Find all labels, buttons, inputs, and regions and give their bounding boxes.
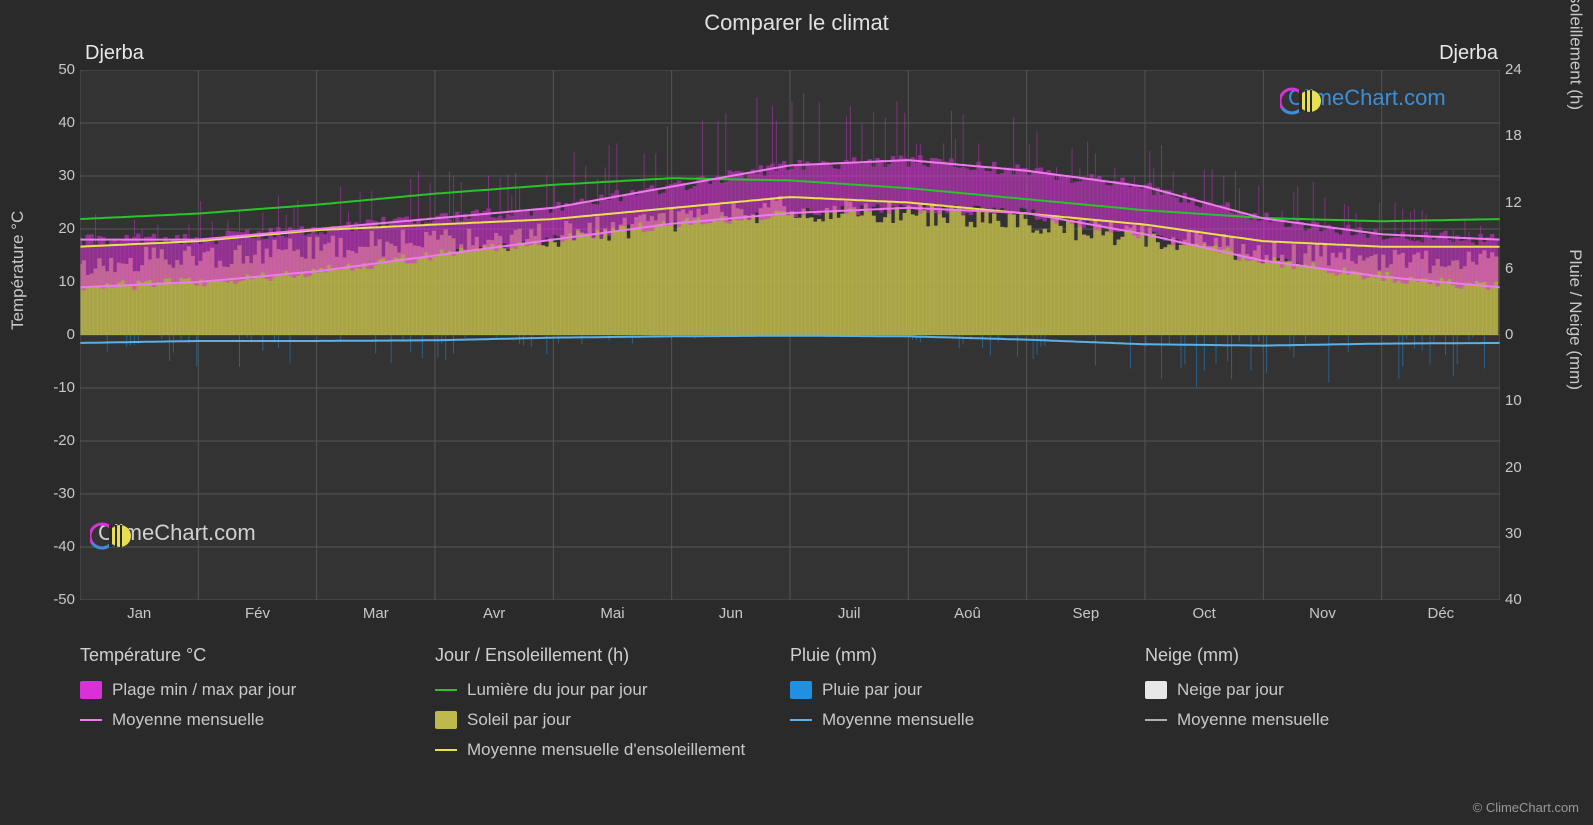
logo-icon [1280, 85, 1324, 117]
legend-rain-mean: Moyenne mensuelle [790, 710, 1145, 730]
legend-rain-day: Pluie par jour [790, 680, 1145, 700]
legend-snow-mean: Moyenne mensuelle [1145, 710, 1500, 730]
swatch-blue [790, 681, 812, 699]
line-magenta [80, 719, 102, 721]
chart-svg [80, 70, 1500, 600]
legend-snow-day: Neige par jour [1145, 680, 1500, 700]
legend-snow: Neige (mm) Neige par jour Moyenne mensue… [1145, 645, 1500, 770]
y-axis-right-bottom-label: Pluie / Neige (mm) [1565, 249, 1585, 390]
legend-rain-head: Pluie (mm) [790, 645, 1145, 666]
legend-temp: Température °C Plage min / max par jour … [80, 645, 435, 770]
watermark-bottom: ClimeChart.com [90, 520, 256, 546]
legend-day-sun: Soleil par jour [435, 710, 790, 730]
legend-snow-head: Neige (mm) [1145, 645, 1500, 666]
chart-title: Comparer le climat [0, 0, 1593, 36]
legend-day: Jour / Ensoleillement (h) Lumière du jou… [435, 645, 790, 770]
plot-area [80, 70, 1500, 600]
climate-chart: Comparer le climat Djerba Djerba Tempéra… [0, 0, 1593, 825]
logo-icon [90, 520, 134, 552]
y-axis-right-top-label: Jour / Ensoleillement (h) [1565, 0, 1585, 110]
line-green [435, 689, 457, 691]
copyright: © ClimeChart.com [1473, 800, 1579, 815]
legend-day-light: Lumière du jour par jour [435, 680, 790, 700]
swatch-white [1145, 681, 1167, 699]
line-grey [1145, 719, 1167, 721]
legend-rain: Pluie (mm) Pluie par jour Moyenne mensue… [790, 645, 1145, 770]
watermark-top: ClimeChart.com [1280, 85, 1446, 111]
swatch-magenta [80, 681, 102, 699]
legend-day-mean: Moyenne mensuelle d'ensoleillement [435, 740, 790, 760]
line-blue [790, 719, 812, 721]
legend-temp-range: Plage min / max par jour [80, 680, 435, 700]
line-yellow [435, 749, 457, 751]
legend-temp-head: Température °C [80, 645, 435, 666]
legend-temp-mean: Moyenne mensuelle [80, 710, 435, 730]
legend-day-head: Jour / Ensoleillement (h) [435, 645, 790, 666]
location-left: Djerba [85, 42, 144, 65]
swatch-yellow [435, 711, 457, 729]
legend: Température °C Plage min / max par jour … [80, 645, 1500, 770]
y-axis-left-label: Température °C [8, 211, 28, 330]
location-right: Djerba [1439, 42, 1498, 65]
